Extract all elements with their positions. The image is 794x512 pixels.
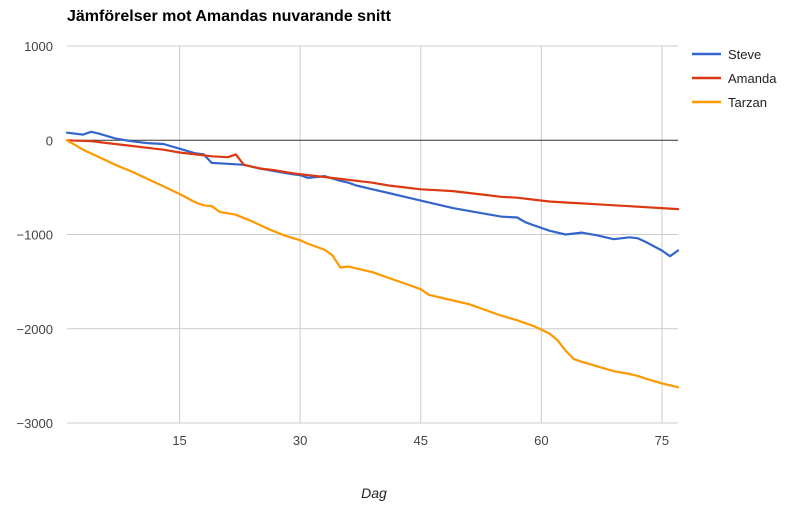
x-tick-label: 15 (172, 433, 186, 448)
series-layer (65, 130, 680, 389)
legend: Steve Amanda Tarzan (692, 47, 777, 110)
x-tick-label: 60 (534, 433, 548, 448)
y-tick-label: −3000 (16, 416, 53, 431)
y-tick-label: −1000 (16, 228, 53, 243)
series-line-amanda (65, 139, 680, 211)
y-tick-label: 1000 (24, 39, 53, 54)
legend-label-steve: Steve (728, 47, 761, 62)
x-axis-ticks: 15 30 45 60 75 (172, 433, 669, 448)
x-tick-label: 75 (655, 433, 669, 448)
y-tick-label: 0 (46, 133, 53, 148)
x-tick-label: 45 (414, 433, 428, 448)
chart-title: Jämförelser mot Amandas nuvarande snitt (67, 8, 392, 25)
legend-label-tarzan: Tarzan (728, 95, 767, 110)
y-axis-ticks: 1000 0 −1000 −2000 −3000 (16, 39, 53, 431)
series-line-tarzan (65, 139, 680, 389)
grid (67, 45, 678, 424)
x-tick-label: 30 (293, 433, 307, 448)
legend-label-amanda: Amanda (728, 71, 777, 86)
y-tick-label: −2000 (16, 322, 53, 337)
series-line-steve (65, 130, 680, 258)
x-axis-title: Dag (361, 485, 387, 501)
